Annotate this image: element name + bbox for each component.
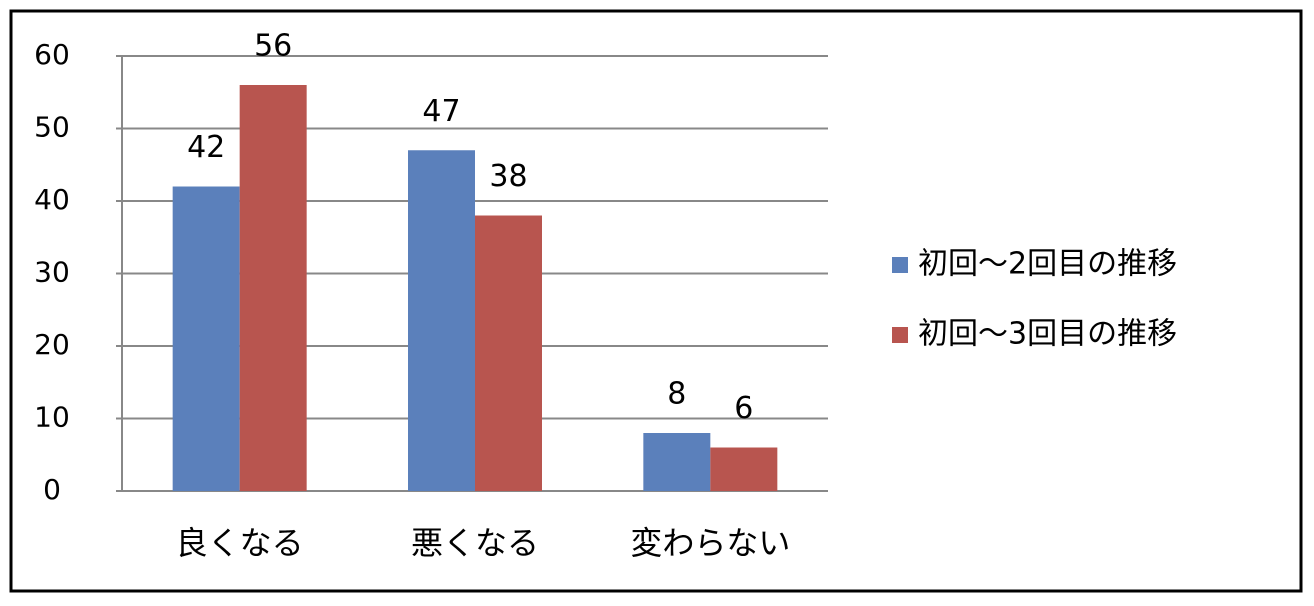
- y-tick-label: 10: [34, 401, 70, 434]
- legend-swatch: [892, 257, 908, 273]
- data-label: 8: [667, 377, 686, 412]
- x-tick-label: 悪くなる: [411, 524, 539, 562]
- data-label: 56: [254, 29, 292, 64]
- bar: [172, 186, 240, 491]
- data-label: 47: [422, 94, 460, 129]
- data-label: 42: [187, 130, 225, 165]
- y-tick-label: 60: [34, 38, 70, 71]
- y-tick-label: 20: [34, 328, 70, 361]
- bar: [710, 447, 778, 491]
- legend-label: 初回～2回目の推移: [918, 247, 1177, 282]
- x-tick-label: 良くなる: [176, 524, 304, 562]
- bar: [239, 85, 307, 491]
- legend-label: 初回～3回目の推移: [918, 317, 1177, 352]
- y-tick-label: 30: [34, 256, 70, 289]
- legend-swatch: [892, 327, 908, 343]
- bar: [475, 215, 542, 491]
- data-label: 38: [489, 159, 527, 194]
- x-tick-label: 変わらない: [630, 524, 790, 562]
- bar: [408, 150, 475, 491]
- bar: [643, 433, 711, 491]
- y-tick-label: 50: [34, 111, 70, 144]
- y-tick-label: 40: [34, 183, 70, 216]
- data-label: 6: [734, 391, 753, 426]
- y-tick-label: 0: [43, 473, 61, 506]
